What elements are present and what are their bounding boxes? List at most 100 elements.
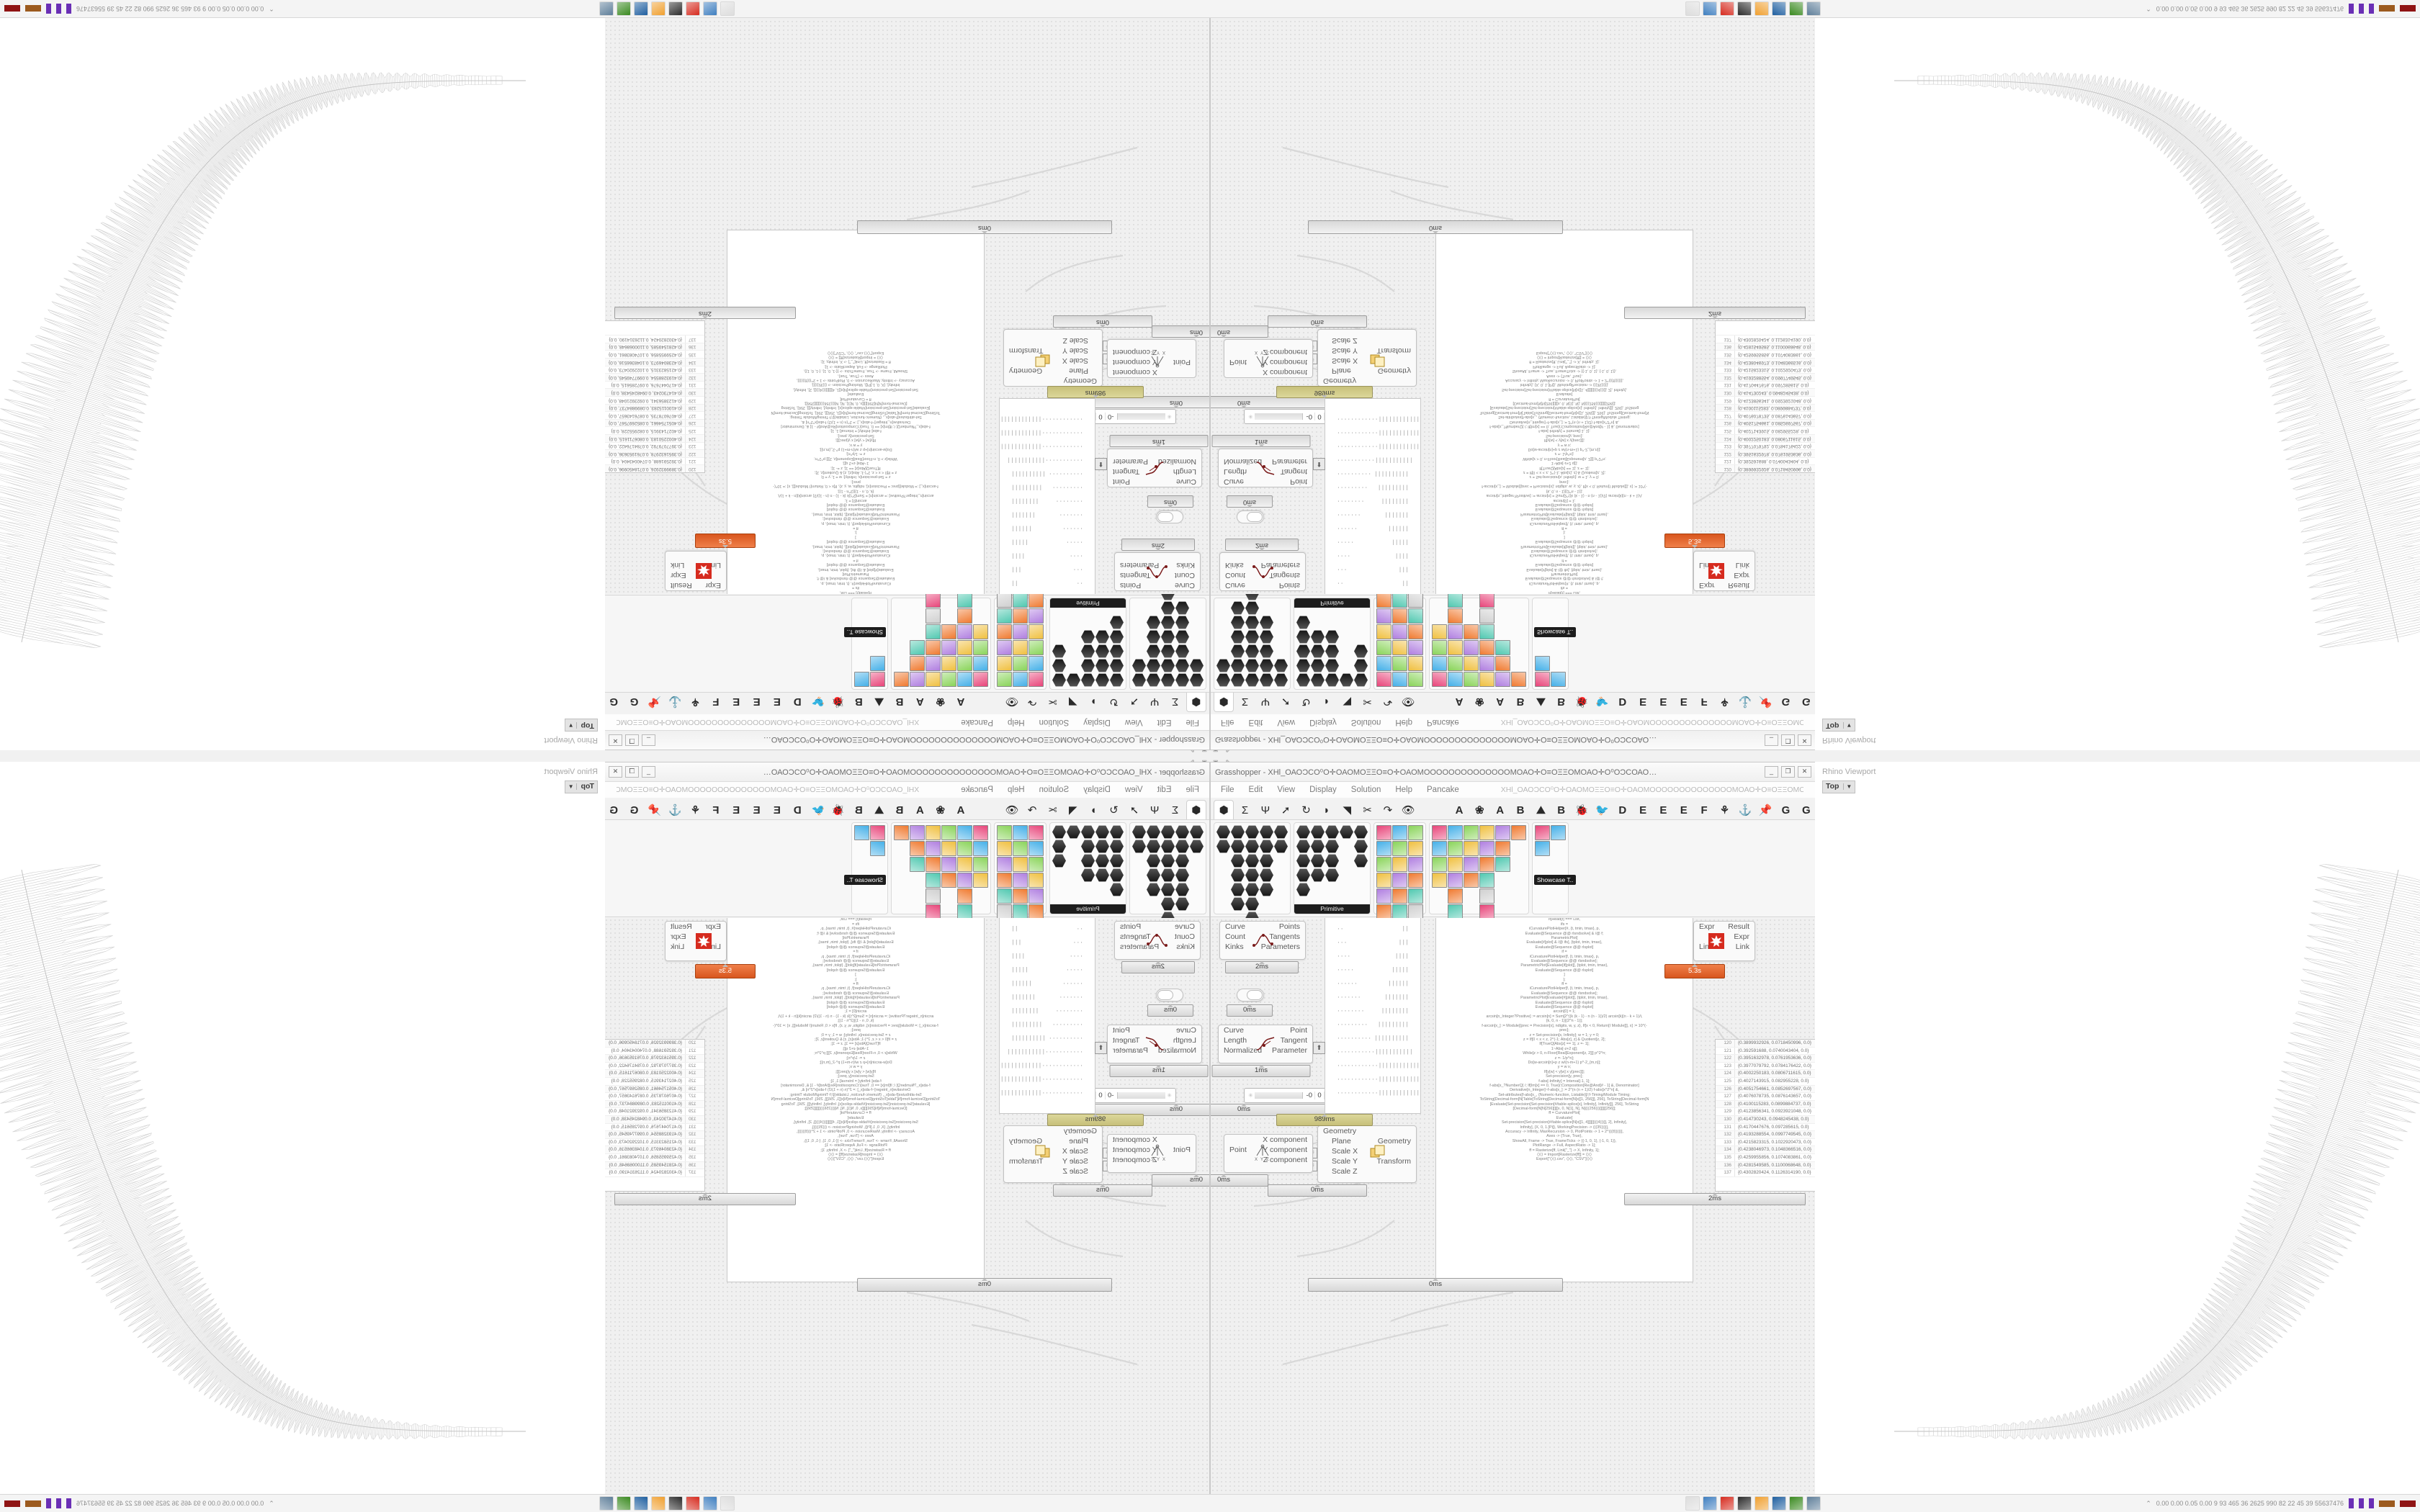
port-in-kinks[interactable]: Kinks bbox=[1176, 942, 1195, 951]
port-in-geometry[interactable]: Geometry bbox=[1063, 377, 1097, 385]
ribbon-component-icon[interactable] bbox=[1231, 630, 1245, 644]
ribbon-component-icon[interactable] bbox=[1013, 672, 1028, 687]
port-in-curve[interactable]: Curve bbox=[1225, 581, 1246, 590]
ribbon-component-icon[interactable] bbox=[973, 672, 988, 687]
ribbon-component-icon[interactable] bbox=[997, 672, 1012, 687]
ribbon-component-icon[interactable] bbox=[926, 640, 941, 655]
menu-item-view[interactable]: View bbox=[1277, 786, 1296, 794]
port-out-point[interactable]: Point bbox=[1113, 1026, 1130, 1035]
ribbon-component-icon[interactable] bbox=[1495, 857, 1510, 872]
plugin-bug[interactable]: 🐞 bbox=[831, 804, 846, 816]
ribbon-component-icon[interactable] bbox=[973, 624, 988, 639]
port-out-link[interactable]: Link bbox=[671, 561, 685, 570]
node-curvature-graph-list[interactable]: ΩΩ◌◌▪▪▫▫·|··||···|||····||||·····|||||··… bbox=[1325, 398, 1421, 594]
ribbon-component-icon[interactable] bbox=[1175, 854, 1189, 868]
transform-tab[interactable]: ↷ bbox=[1383, 804, 1393, 816]
port-in-kinks[interactable]: Kinks bbox=[1225, 942, 1244, 951]
ribbon-component-icon[interactable] bbox=[1216, 673, 1230, 687]
ribbon-component-icon[interactable] bbox=[1432, 873, 1447, 888]
ribbon-component-icon[interactable] bbox=[1147, 854, 1160, 868]
ribbon-component-icon[interactable] bbox=[1511, 672, 1526, 687]
port-out-x[interactable]: X component bbox=[1113, 368, 1157, 377]
notepad-icon[interactable] bbox=[1703, 1, 1717, 16]
ribbon-component-icon[interactable] bbox=[1081, 644, 1095, 658]
ribbon-component-icon[interactable] bbox=[1147, 868, 1160, 882]
ribbon-component-icon[interactable] bbox=[1260, 840, 1273, 853]
ribbon-component-icon[interactable] bbox=[1132, 659, 1146, 672]
ribbon-component-icon[interactable] bbox=[1081, 868, 1095, 882]
ribbon-component-icon[interactable] bbox=[1495, 656, 1510, 671]
port-in-scale-y[interactable]: Scale Y bbox=[1332, 1157, 1358, 1166]
ribbon-component-icon[interactable] bbox=[1028, 841, 1044, 856]
node-wolfram-script-panel[interactable]: ClearAll[iCurvaturePlotHelper, Curvature… bbox=[727, 230, 985, 594]
ribbon-component-icon[interactable] bbox=[1408, 841, 1423, 856]
ribbon-component-icon[interactable] bbox=[997, 904, 1012, 919]
ribbon-component-icon[interactable] bbox=[1147, 673, 1160, 687]
ribbon-component-icon[interactable] bbox=[1551, 672, 1566, 687]
ribbon-panel-geometry[interactable]: Geometry bbox=[1214, 576, 1291, 690]
ribbon-component-icon[interactable] bbox=[1013, 640, 1028, 655]
grasshopper-window[interactable]: Grasshopper - XHl_ΟΑΟϽϹΟ⁰Ο✛ΟΑΟΜΟΞΞΟ≡Ο✛ΟΑ… bbox=[1210, 762, 1816, 1512]
ribbon-component-icon[interactable] bbox=[1231, 644, 1245, 658]
rhino-viewport[interactable]: Rhino Viewport Top ▼ bbox=[0, 0, 605, 750]
taskbar[interactable]: ⌃ 0.00 0.00 0.05 0.00 9 93 465 36 2625 9… bbox=[1210, 0, 2420, 18]
ribbon-component-icon[interactable] bbox=[1028, 672, 1044, 687]
port-in-plane[interactable]: Plane bbox=[1332, 1137, 1351, 1146]
ribbon-component-icon[interactable] bbox=[1448, 656, 1463, 671]
close-button[interactable]: ✕ bbox=[609, 766, 622, 778]
plugin-e3[interactable]: E bbox=[1680, 804, 1688, 816]
slider-digit[interactable]: 0 bbox=[1314, 413, 1324, 420]
ribbon-component-icon[interactable] bbox=[1511, 825, 1526, 840]
port-in-scale-z[interactable]: Scale Z bbox=[1332, 1167, 1358, 1176]
ribbon-component-icon[interactable] bbox=[1081, 630, 1095, 644]
gh-canvas[interactable]: Curve Points Count Tangents Kinks Parameter… bbox=[604, 918, 1209, 1497]
ribbon-component-icon[interactable] bbox=[1392, 608, 1407, 624]
port-in-scale-y[interactable]: Scale Y bbox=[1332, 346, 1358, 355]
calc-icon[interactable] bbox=[634, 1, 648, 16]
ribbon-component-icon[interactable] bbox=[1132, 673, 1146, 687]
terminal-icon[interactable] bbox=[1789, 1, 1803, 16]
port-in-kinks[interactable]: Kinks bbox=[1225, 561, 1244, 570]
ribbon-component-icon[interactable] bbox=[1245, 883, 1259, 896]
plugin-landscape[interactable]: ⛰ bbox=[874, 696, 884, 708]
ribbon-component-icon[interactable] bbox=[941, 672, 956, 687]
ribbon-component-icon[interactable] bbox=[1095, 868, 1109, 882]
ribbon-component-icon[interactable] bbox=[1311, 840, 1325, 853]
port-in-curve[interactable]: Curve bbox=[1174, 581, 1195, 590]
mesh-tab[interactable]: ◥ bbox=[1069, 804, 1077, 816]
menu-item-view[interactable]: View bbox=[1124, 786, 1143, 794]
ribbon-component-icon[interactable] bbox=[1147, 883, 1160, 896]
ribbon-panel-primitive[interactable]: Primitive bbox=[1049, 822, 1126, 914]
port-out-x[interactable]: X component bbox=[1113, 1135, 1157, 1144]
port-in-point[interactable]: Point bbox=[1229, 358, 1247, 366]
ribbon-component-icon[interactable] bbox=[1110, 659, 1124, 672]
ribbon-component-icon[interactable] bbox=[1408, 904, 1423, 919]
ribbon-panel-util[interactable]: Util bbox=[891, 582, 991, 690]
ribbon-component-icon[interactable] bbox=[1408, 857, 1423, 872]
port-out-geometry[interactable]: Geometry bbox=[1377, 366, 1411, 375]
node-point-list-panel[interactable]: 120 {0.3899932926, 0.0718450996, 0.0} 121{… bbox=[1715, 320, 1816, 473]
ribbon-component-icon[interactable] bbox=[1245, 644, 1259, 658]
window-titlebar[interactable]: Grasshopper - XHl_ΟΑΟϽϹΟ⁰Ο✛ΟΑΟΜΟΞΞΟ≡Ο✛ΟΑ… bbox=[604, 762, 1209, 782]
display-tab[interactable]: 👁 bbox=[1401, 696, 1415, 708]
plugin-e2[interactable]: E bbox=[1659, 804, 1667, 816]
plugin-g2[interactable]: G bbox=[1802, 804, 1811, 816]
ribbon-component-icon[interactable] bbox=[910, 825, 925, 840]
ribbon-component-icon[interactable] bbox=[1013, 624, 1028, 639]
port-out-tangent[interactable]: Tangent bbox=[1280, 467, 1307, 476]
ribbon-component-icon[interactable] bbox=[973, 656, 988, 671]
ribbon-component-icon[interactable] bbox=[1479, 593, 1494, 608]
ribbon-component-icon[interactable] bbox=[1110, 616, 1124, 629]
sets-tab[interactable]: Ψ bbox=[1260, 804, 1270, 816]
ribbon-component-icon[interactable] bbox=[1081, 840, 1095, 853]
ribbon-component-icon[interactable] bbox=[957, 888, 972, 904]
menu-item-file[interactable]: File bbox=[1186, 718, 1199, 726]
slider-digit[interactable]: 0 bbox=[1096, 413, 1106, 420]
ribbon-panel-primitive[interactable]: Primitive bbox=[1294, 598, 1371, 690]
menu-item-help[interactable]: Help bbox=[1007, 718, 1025, 726]
ribbon-component-icon[interactable] bbox=[1448, 841, 1463, 856]
plugin-kite[interactable]: ⚘ bbox=[690, 804, 701, 816]
ribbon-component-icon[interactable] bbox=[1013, 857, 1028, 872]
surface-tab[interactable]: ◗ bbox=[1323, 696, 1330, 708]
ribbon-component-icon[interactable] bbox=[973, 640, 988, 655]
